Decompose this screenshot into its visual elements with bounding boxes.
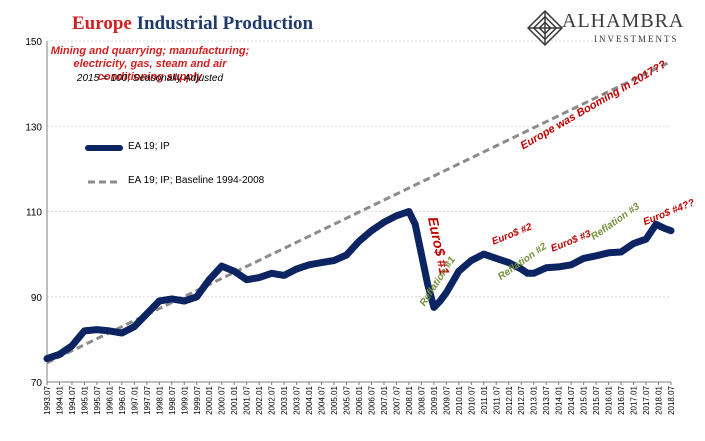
annotation-label: Europe was Booming in 2017?? <box>519 59 669 153</box>
title-highlight: Europe <box>72 13 132 34</box>
x-tick-label: 2016.07 <box>617 385 626 414</box>
x-tick-label: 1995.07 <box>93 385 102 414</box>
x-tick-label: 2011.07 <box>492 385 501 414</box>
y-axis: 70 90 110 130 150 <box>25 37 48 389</box>
x-tick-label: 2013.07 <box>542 385 551 414</box>
x-tick-label: 2005.07 <box>343 385 352 414</box>
x-tick-label: 2006.01 <box>355 385 364 414</box>
x-tick-label: 2010.07 <box>467 385 476 414</box>
x-tick-label: 2017.07 <box>642 385 651 414</box>
y-tick-label: 150 <box>25 37 42 48</box>
annotation-label: Reflation #3 <box>589 201 642 243</box>
x-tick-label: 2003.01 <box>280 385 289 414</box>
x-tick-label: 2012.07 <box>517 385 526 414</box>
x-tick-label: 2009.01 <box>430 385 439 414</box>
x-tick-label: 2004.07 <box>318 385 327 414</box>
x-tick-label: 2016.01 <box>605 385 614 414</box>
x-tick-label: 2007.07 <box>392 385 401 414</box>
x-tick-label: 2018.07 <box>667 385 676 414</box>
x-tick-label: 1994.07 <box>68 385 77 414</box>
x-tick-label: 1995.01 <box>80 385 89 414</box>
x-tick-label: 2011.01 <box>480 385 489 414</box>
x-tick-label: 2018.01 <box>655 385 664 414</box>
x-tick-label: 1997.07 <box>143 385 152 414</box>
series-line-ip <box>43 208 675 363</box>
x-tick-label: 2001.01 <box>230 385 239 414</box>
grid-lines <box>47 40 671 298</box>
x-tick-label: 1997.01 <box>130 385 139 414</box>
x-tick-label: 1993.07 <box>43 385 52 414</box>
x-tick-label: 1994.01 <box>55 385 64 414</box>
chart-subtitle: Mining and quarrying; manufacturing; ele… <box>50 45 250 83</box>
x-tick-label: 2002.01 <box>255 385 264 414</box>
legend-label-baseline: EA 19; IP; Baseline 1994-2008 <box>128 175 265 186</box>
x-tick-label: 2006.07 <box>367 385 376 414</box>
series-group <box>43 60 675 365</box>
x-tick-label: 2005.01 <box>330 385 339 414</box>
annotation-label: Euro$ #2 <box>490 222 534 248</box>
x-tick-label: 2012.01 <box>505 385 514 414</box>
x-tick-label: 2007.01 <box>380 385 389 414</box>
x-tick-label: 2008.01 <box>405 385 414 414</box>
x-tick-label: 1998.07 <box>168 385 177 414</box>
alhambra-logo-icon <box>526 9 564 47</box>
x-tick-label: 2001.07 <box>243 385 252 414</box>
x-tick-label: 2000.01 <box>205 385 214 414</box>
y-tick-label: 130 <box>25 122 42 133</box>
x-tick-label: 2010.01 <box>455 385 464 414</box>
x-tick-label: 2002.07 <box>268 385 277 414</box>
y-tick-label: 70 <box>31 378 43 389</box>
logo-sub: INVESTMENTS <box>594 34 679 44</box>
legend-label-ip: EA 19; IP <box>128 141 170 152</box>
legend <box>85 145 123 184</box>
x-tick-label: 2009.07 <box>442 385 451 414</box>
chart-title: Europe Industrial Production <box>72 13 313 35</box>
x-tick-label: 1998.01 <box>155 385 164 414</box>
annotation-label: Euro$ #3 <box>549 229 593 255</box>
y-tick-label: 90 <box>31 293 43 304</box>
x-tick-label: 2008.07 <box>417 385 426 414</box>
chart-subnote: 2015 = 100; Seasonally Adjusted <box>76 73 224 84</box>
x-tick-label: 2014.01 <box>555 385 564 414</box>
x-tick-label: 2014.07 <box>567 385 576 414</box>
x-tick-label: 2017.01 <box>630 385 639 414</box>
x-tick-label: 2013.01 <box>530 385 539 414</box>
x-tick-label: 1996.01 <box>105 385 114 414</box>
x-tick-label: 1999.07 <box>193 385 202 414</box>
x-tick-label: 2015.07 <box>592 385 601 414</box>
x-tick-label: 2000.07 <box>218 385 227 414</box>
title-rest: Industrial Production <box>136 13 314 34</box>
logo-name: ALHAMBRA <box>562 10 685 32</box>
x-tick-label: 1999.01 <box>180 385 189 414</box>
x-tick-label: 2003.07 <box>293 385 302 414</box>
y-tick-label: 110 <box>26 208 42 219</box>
annotation-label: Euro$ #4?? <box>642 197 697 228</box>
x-axis: 1993.07 1994.01 1994.07 1995.01 1995.07 1996.… <box>43 381 676 415</box>
x-tick-label: 1996.07 <box>118 385 127 414</box>
x-tick-label: 2004.01 <box>305 385 314 414</box>
x-tick-label: 2015.01 <box>580 385 589 414</box>
